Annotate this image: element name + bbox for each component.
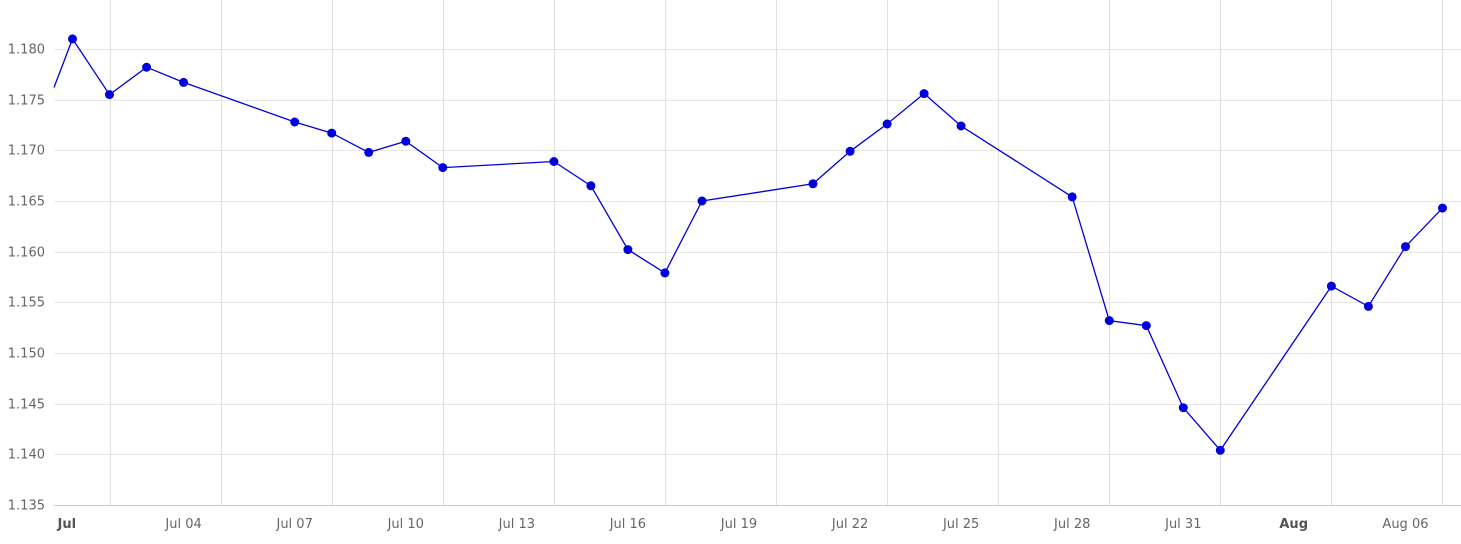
x-tick-label: Jul 25 [942, 517, 979, 532]
x-tick-label: Jul 10 [387, 517, 424, 532]
y-tick-label: 1.145 [8, 398, 45, 413]
y-tick-label: 1.165 [8, 195, 45, 210]
data-point [179, 77, 189, 87]
y-tick-label: 1.180 [8, 43, 45, 58]
x-tick-label: Jul 22 [831, 517, 868, 532]
data-point [1363, 301, 1373, 311]
data-point [1141, 321, 1151, 331]
x-tick-label: Aug [1279, 517, 1308, 532]
data-point [845, 146, 855, 156]
x-tick-label: Jul [57, 517, 77, 532]
data-point [549, 157, 559, 166]
data-point [142, 62, 152, 72]
data-point [660, 268, 670, 278]
y-tick-label: 1.155 [8, 296, 45, 311]
x-axis: Jul Jul 04 Jul 07 Jul 10 Jul 13 Jul 16 Jul 19 J… [57, 517, 1429, 532]
data-point [1438, 203, 1447, 213]
data-point [623, 245, 633, 255]
x-tick-label: Jul 07 [275, 517, 312, 532]
data-point [438, 163, 448, 173]
y-tick-label: 1.170 [8, 144, 45, 159]
data-point [956, 121, 966, 131]
y-tick-label: 1.175 [8, 94, 45, 109]
data-point [586, 181, 596, 191]
data-point [68, 34, 77, 44]
x-tick-label: Aug 06 [1382, 517, 1428, 532]
data-point [105, 90, 114, 100]
data-point [1104, 316, 1114, 326]
data-point [697, 196, 707, 206]
data-point [401, 136, 411, 146]
x-tick-label: Jul 16 [609, 517, 646, 532]
x-tick-label: Jul 19 [720, 517, 757, 532]
data-point [364, 147, 374, 157]
data-point [1067, 192, 1077, 202]
y-axis: 1.135 1.140 1.145 1.150 1.155 1.160 1.165 1.170… [8, 43, 45, 514]
data-point [919, 89, 929, 99]
data-point [1401, 242, 1410, 252]
x-tick-label: Jul 13 [498, 517, 535, 532]
data-point [327, 128, 337, 138]
y-tick-label: 1.140 [8, 448, 45, 463]
data-point [808, 179, 818, 189]
data-point [1215, 445, 1225, 455]
grid [54, 0, 1461, 506]
x-tick-label: Jul 28 [1053, 517, 1090, 532]
data-point [290, 117, 300, 127]
x-tick-label: Jul 31 [1164, 517, 1201, 532]
data-point [1178, 403, 1188, 413]
data-point [1326, 281, 1336, 291]
x-tick-label: Jul 04 [164, 517, 201, 532]
series-layer [53, 34, 1447, 455]
data-point [882, 119, 892, 129]
y-tick-label: 1.135 [8, 499, 45, 514]
y-tick-label: 1.150 [8, 347, 45, 362]
y-tick-label: 1.160 [8, 246, 45, 261]
